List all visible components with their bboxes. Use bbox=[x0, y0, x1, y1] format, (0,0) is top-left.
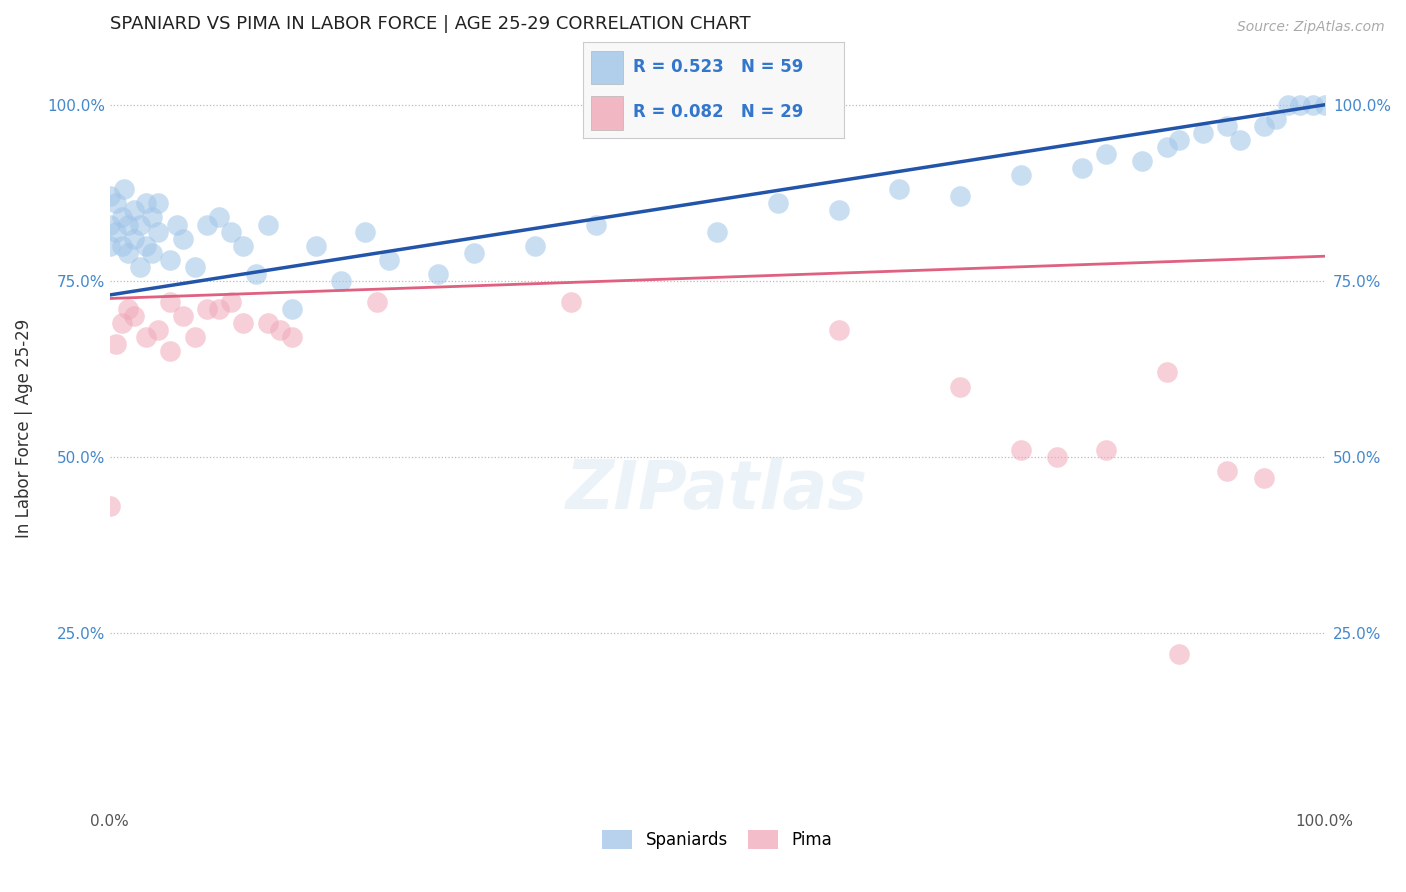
Point bbox=[256, 316, 278, 330]
Point bbox=[195, 301, 218, 316]
Point bbox=[560, 295, 582, 310]
Point bbox=[141, 245, 163, 260]
Point bbox=[148, 225, 170, 239]
Legend: Spaniards, Pima: Spaniards, Pima bbox=[596, 823, 839, 855]
Point bbox=[1010, 442, 1032, 457]
Point bbox=[208, 211, 231, 225]
Point bbox=[1046, 450, 1069, 464]
Point bbox=[104, 337, 127, 351]
Point bbox=[305, 238, 328, 252]
Point bbox=[1010, 168, 1032, 182]
Point bbox=[208, 301, 231, 316]
Point bbox=[111, 211, 134, 225]
Point bbox=[329, 274, 352, 288]
Point bbox=[1302, 97, 1324, 112]
Point bbox=[1167, 133, 1189, 147]
Point bbox=[523, 238, 546, 252]
Text: R = 0.523   N = 59: R = 0.523 N = 59 bbox=[633, 58, 803, 76]
Point bbox=[129, 260, 152, 274]
Point bbox=[122, 309, 145, 323]
Point bbox=[148, 196, 170, 211]
Point bbox=[98, 500, 121, 514]
Point bbox=[98, 218, 121, 232]
Text: ZIPatlas: ZIPatlas bbox=[567, 457, 869, 523]
Point bbox=[135, 238, 157, 252]
Point bbox=[828, 203, 851, 218]
Point bbox=[706, 225, 728, 239]
Point bbox=[354, 225, 377, 239]
Point bbox=[1070, 161, 1092, 176]
Point bbox=[366, 295, 388, 310]
Point bbox=[122, 232, 145, 246]
Point bbox=[135, 196, 157, 211]
Point bbox=[159, 344, 181, 359]
Point bbox=[1229, 133, 1251, 147]
Point bbox=[766, 196, 789, 211]
FancyBboxPatch shape bbox=[592, 95, 623, 129]
Point bbox=[245, 267, 267, 281]
Point bbox=[1313, 97, 1336, 112]
Point bbox=[166, 218, 188, 232]
Point bbox=[117, 245, 139, 260]
Point bbox=[117, 301, 139, 316]
Point bbox=[148, 323, 170, 337]
Point bbox=[1132, 154, 1154, 169]
Point bbox=[104, 225, 127, 239]
Point bbox=[1156, 366, 1178, 380]
Point bbox=[256, 218, 278, 232]
Point bbox=[111, 316, 134, 330]
Point bbox=[112, 182, 135, 196]
Point bbox=[172, 309, 194, 323]
Point bbox=[949, 189, 972, 203]
Point bbox=[1289, 97, 1312, 112]
Point bbox=[195, 218, 218, 232]
Point bbox=[184, 260, 207, 274]
Point bbox=[426, 267, 449, 281]
Point bbox=[122, 203, 145, 218]
Point bbox=[463, 245, 485, 260]
Point bbox=[1253, 471, 1275, 485]
Point bbox=[172, 232, 194, 246]
Point bbox=[1192, 126, 1215, 140]
Point bbox=[1216, 119, 1239, 133]
Point bbox=[219, 225, 242, 239]
Point bbox=[98, 238, 121, 252]
Point bbox=[98, 189, 121, 203]
Point bbox=[1253, 119, 1275, 133]
Point bbox=[949, 379, 972, 393]
Point bbox=[159, 252, 181, 267]
Point bbox=[889, 182, 911, 196]
Point bbox=[585, 218, 607, 232]
Point bbox=[219, 295, 242, 310]
Point bbox=[1095, 442, 1118, 457]
Point bbox=[232, 316, 254, 330]
Point bbox=[104, 196, 127, 211]
Text: SPANIARD VS PIMA IN LABOR FORCE | AGE 25-29 CORRELATION CHART: SPANIARD VS PIMA IN LABOR FORCE | AGE 25… bbox=[110, 15, 751, 33]
Point bbox=[378, 252, 401, 267]
Point bbox=[129, 218, 152, 232]
Point bbox=[828, 323, 851, 337]
Point bbox=[281, 301, 304, 316]
Point bbox=[1156, 140, 1178, 154]
Point bbox=[281, 330, 304, 344]
Point bbox=[1216, 464, 1239, 478]
Point bbox=[1167, 647, 1189, 661]
Point bbox=[1095, 147, 1118, 161]
Text: R = 0.082   N = 29: R = 0.082 N = 29 bbox=[633, 103, 803, 121]
FancyBboxPatch shape bbox=[592, 51, 623, 85]
Text: Source: ZipAtlas.com: Source: ZipAtlas.com bbox=[1237, 20, 1385, 34]
Point bbox=[232, 238, 254, 252]
Point bbox=[159, 295, 181, 310]
Point bbox=[141, 211, 163, 225]
Point bbox=[111, 238, 134, 252]
Y-axis label: In Labor Force | Age 25-29: In Labor Force | Age 25-29 bbox=[15, 319, 32, 539]
Point bbox=[184, 330, 207, 344]
Point bbox=[135, 330, 157, 344]
Point bbox=[1265, 112, 1288, 126]
Point bbox=[117, 218, 139, 232]
Point bbox=[269, 323, 291, 337]
Point bbox=[1277, 97, 1299, 112]
